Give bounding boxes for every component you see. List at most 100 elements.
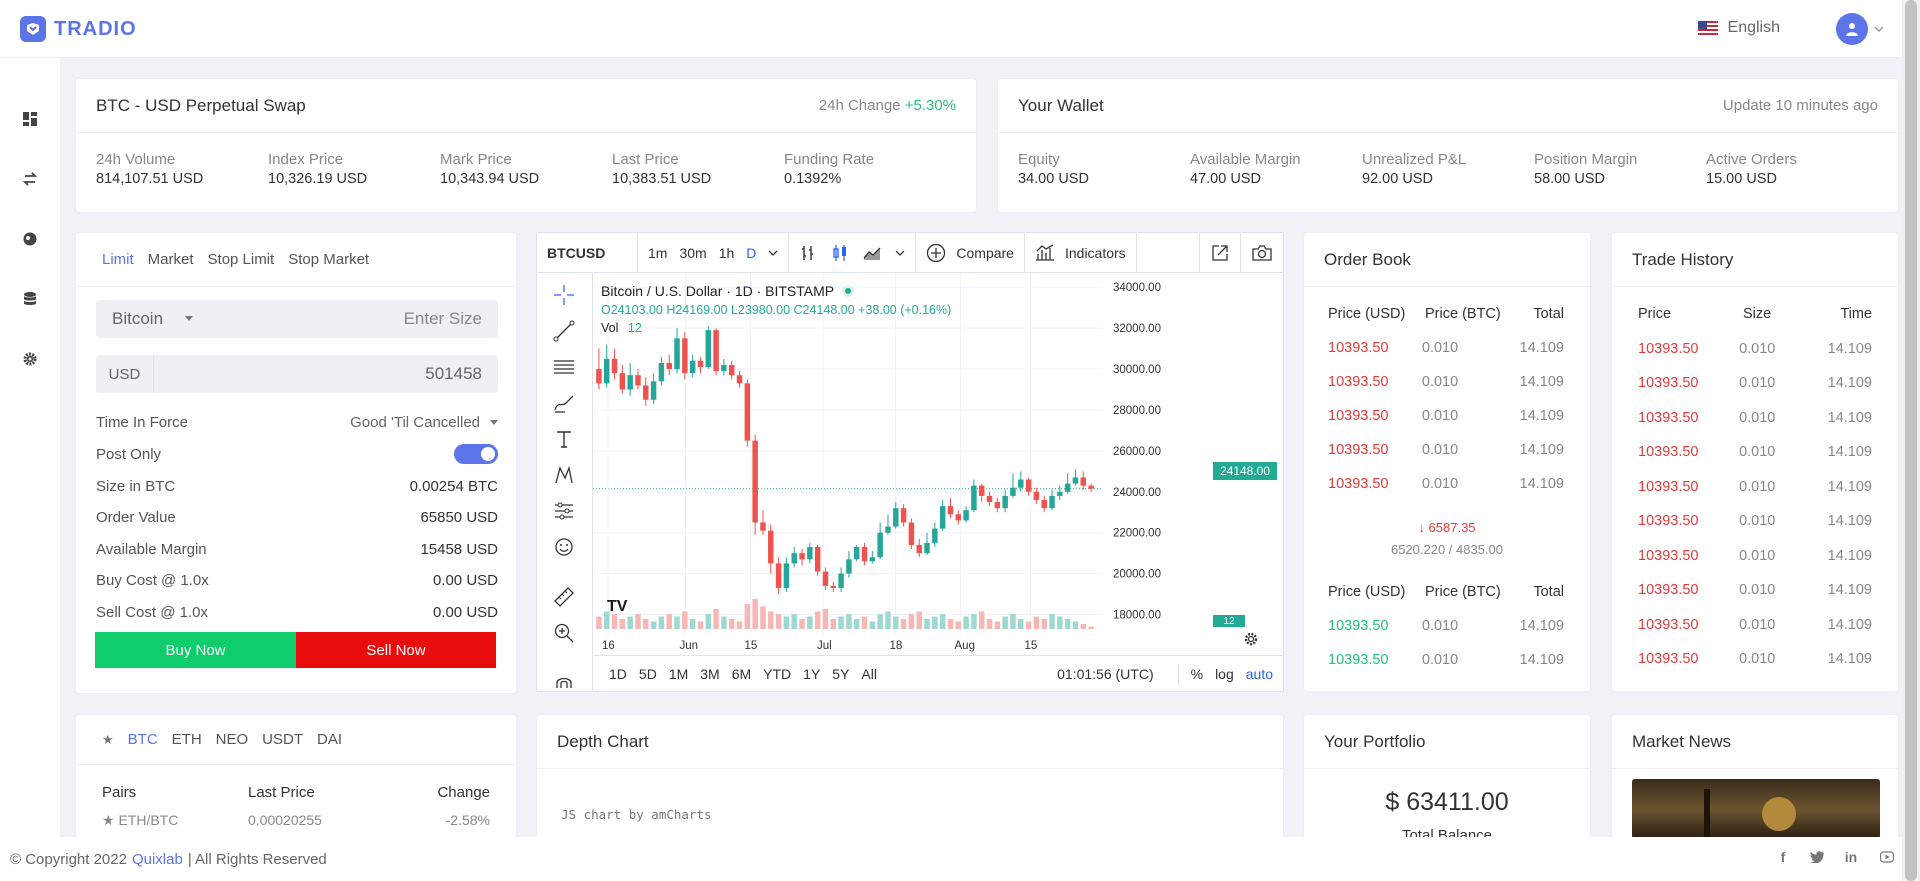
tab-dai[interactable]: DAI: [317, 731, 343, 748]
pairs-header: Pairs Last Price Change: [102, 784, 490, 801]
pair-row[interactable]: ★ ETH/BTC 0.00020255 -2.58%: [102, 812, 490, 828]
y-tick-label: 32000.00: [1113, 323, 1161, 335]
interval-1h[interactable]: 1h: [718, 244, 735, 261]
facebook-icon[interactable]: f: [1780, 849, 1786, 865]
post-only-toggle[interactable]: [454, 444, 498, 464]
magnet-icon[interactable]: [551, 669, 577, 693]
interval-d[interactable]: D: [746, 244, 757, 261]
symbol-search[interactable]: BTCUSD: [537, 232, 638, 273]
tab-stop-market[interactable]: Stop Market: [288, 251, 370, 268]
post-only-row: Post Only: [96, 444, 498, 464]
range-ytd[interactable]: YTD: [763, 665, 792, 682]
range-5y[interactable]: 5Y: [832, 665, 850, 682]
bars-chart-type-icon[interactable]: [799, 244, 817, 262]
size-placeholder[interactable]: Enter Size: [403, 309, 482, 328]
trend-line-icon[interactable]: [551, 319, 577, 343]
compare-button[interactable]: Compare: [916, 232, 1025, 273]
tab-btc[interactable]: BTC: [127, 731, 158, 748]
pattern-icon[interactable]: [551, 463, 577, 487]
sell-now-button[interactable]: Sell Now: [296, 632, 496, 668]
area-chart-type-icon[interactable]: [863, 244, 881, 262]
zoom-in-icon[interactable]: [551, 621, 577, 645]
indicators-button[interactable]: Indicators: [1025, 232, 1137, 273]
asset-select[interactable]: Bitcoin: [112, 309, 164, 328]
range-1d[interactable]: 1D: [609, 665, 627, 682]
range-3m[interactable]: 3M: [700, 665, 720, 682]
tab-neo[interactable]: NEO: [215, 731, 249, 748]
trade-row[interactable]: 10393.50 0.010 14.109: [1638, 409, 1872, 426]
amount-value[interactable]: 501458: [425, 364, 482, 383]
database-icon[interactable]: [20, 289, 40, 309]
trade-row[interactable]: 10393.50 0.010 14.109: [1638, 375, 1872, 392]
tab-favorites[interactable]: ★: [102, 731, 114, 747]
ask-row[interactable]: 10393.50 0.010 14.109: [1328, 476, 1564, 492]
tradingview-logo-icon[interactable]: TV: [607, 598, 628, 615]
ask-row[interactable]: 10393.50 0.010 14.109: [1328, 374, 1564, 390]
trade-row[interactable]: 10393.50 0.010 14.109: [1638, 478, 1872, 495]
crosshair-icon[interactable]: [551, 283, 577, 307]
ask-row[interactable]: 10393.50 0.010 14.109: [1328, 340, 1564, 356]
trade-row[interactable]: 10393.50 0.010 14.109: [1638, 340, 1872, 357]
youtube-icon[interactable]: [1878, 848, 1896, 866]
buy-now-button[interactable]: Buy Now: [95, 632, 296, 668]
dashboard-icon[interactable]: [20, 109, 40, 129]
time-in-force-row: Time In Force Good 'Til Cancelled: [96, 414, 498, 431]
range-1y[interactable]: 1Y: [803, 665, 821, 682]
text-tool-icon[interactable]: [551, 427, 577, 451]
volume-bar: [744, 604, 751, 629]
user-menu[interactable]: [1836, 13, 1886, 45]
trade-row[interactable]: 10393.50 0.010 14.109: [1638, 616, 1872, 633]
ask-row[interactable]: 10393.50 0.010 14.109: [1328, 408, 1564, 424]
exchange-icon[interactable]: [20, 169, 40, 189]
scrollbar-thumb[interactable]: [1905, 0, 1917, 881]
range-all[interactable]: All: [861, 665, 877, 682]
time-in-force-select[interactable]: Good 'Til Cancelled: [350, 414, 498, 431]
amount-input[interactable]: USD 501458: [96, 355, 498, 393]
chevron-down-icon[interactable]: [895, 249, 905, 257]
interval-30m[interactable]: 30m: [679, 244, 707, 261]
snapshot-button[interactable]: [1241, 233, 1283, 273]
fullscreen-button[interactable]: [1199, 232, 1241, 273]
candlestick-chart[interactable]: 34000.00 32000.00 30000.00 28000.00 26000.00…: [593, 273, 1283, 655]
settings-gear-icon[interactable]: [20, 349, 40, 369]
bid-row[interactable]: 10393.50 0.010 14.109: [1328, 652, 1564, 668]
range-5d[interactable]: 5D: [638, 665, 657, 682]
tab-stop-limit[interactable]: Stop Limit: [207, 251, 275, 268]
ask-row[interactable]: 10393.50 0.010 14.109: [1328, 442, 1564, 458]
trade-row[interactable]: 10393.50 0.010 14.109: [1638, 582, 1872, 599]
amcharts-credit[interactable]: JS chart by amCharts: [561, 807, 712, 822]
tab-limit[interactable]: Limit: [102, 251, 134, 268]
range-6m[interactable]: 6M: [731, 665, 752, 682]
range-1m[interactable]: 1M: [668, 665, 689, 682]
asset-size-input[interactable]: Bitcoin Enter Size: [96, 300, 498, 338]
trade-row[interactable]: 10393.50 0.010 14.109: [1638, 513, 1872, 530]
brush-icon[interactable]: [551, 391, 577, 415]
brand-logo[interactable]: TRADIO: [20, 16, 137, 42]
prediction-icon[interactable]: [551, 499, 577, 523]
ruler-icon[interactable]: [551, 585, 577, 609]
log-toggle[interactable]: log: [1215, 665, 1234, 682]
twitter-icon[interactable]: [1808, 848, 1826, 866]
auto-toggle[interactable]: auto: [1245, 665, 1273, 682]
candles-chart-type-icon[interactable]: [831, 244, 849, 262]
tab-usdt[interactable]: USDT: [262, 731, 304, 748]
coin-icon[interactable]: [20, 229, 40, 249]
trade-row[interactable]: 10393.50 0.010 14.109: [1638, 651, 1872, 668]
interval-1m[interactable]: 1m: [648, 244, 668, 261]
linkedin-icon[interactable]: in: [1844, 849, 1858, 865]
settings-gear-icon[interactable]: [1243, 631, 1259, 647]
tab-eth[interactable]: ETH: [171, 731, 202, 748]
company-link[interactable]: Quixlab: [131, 850, 183, 868]
news-image[interactable]: [1632, 779, 1880, 839]
page-scrollbar[interactable]: [1902, 0, 1920, 881]
utc-clock[interactable]: 01:01:56 (UTC): [1057, 665, 1154, 682]
chevron-down-icon[interactable]: [768, 249, 778, 257]
language-selector[interactable]: English: [1697, 19, 1780, 37]
percent-toggle[interactable]: %: [1190, 665, 1204, 682]
bid-row[interactable]: 10393.50 0.010 14.109: [1328, 618, 1564, 634]
fib-lines-icon[interactable]: [551, 355, 577, 379]
trade-row[interactable]: 10393.50 0.010 14.109: [1638, 444, 1872, 461]
tab-market[interactable]: Market: [147, 251, 194, 268]
emoji-icon[interactable]: [551, 535, 577, 559]
trade-row[interactable]: 10393.50 0.010 14.109: [1638, 547, 1872, 564]
